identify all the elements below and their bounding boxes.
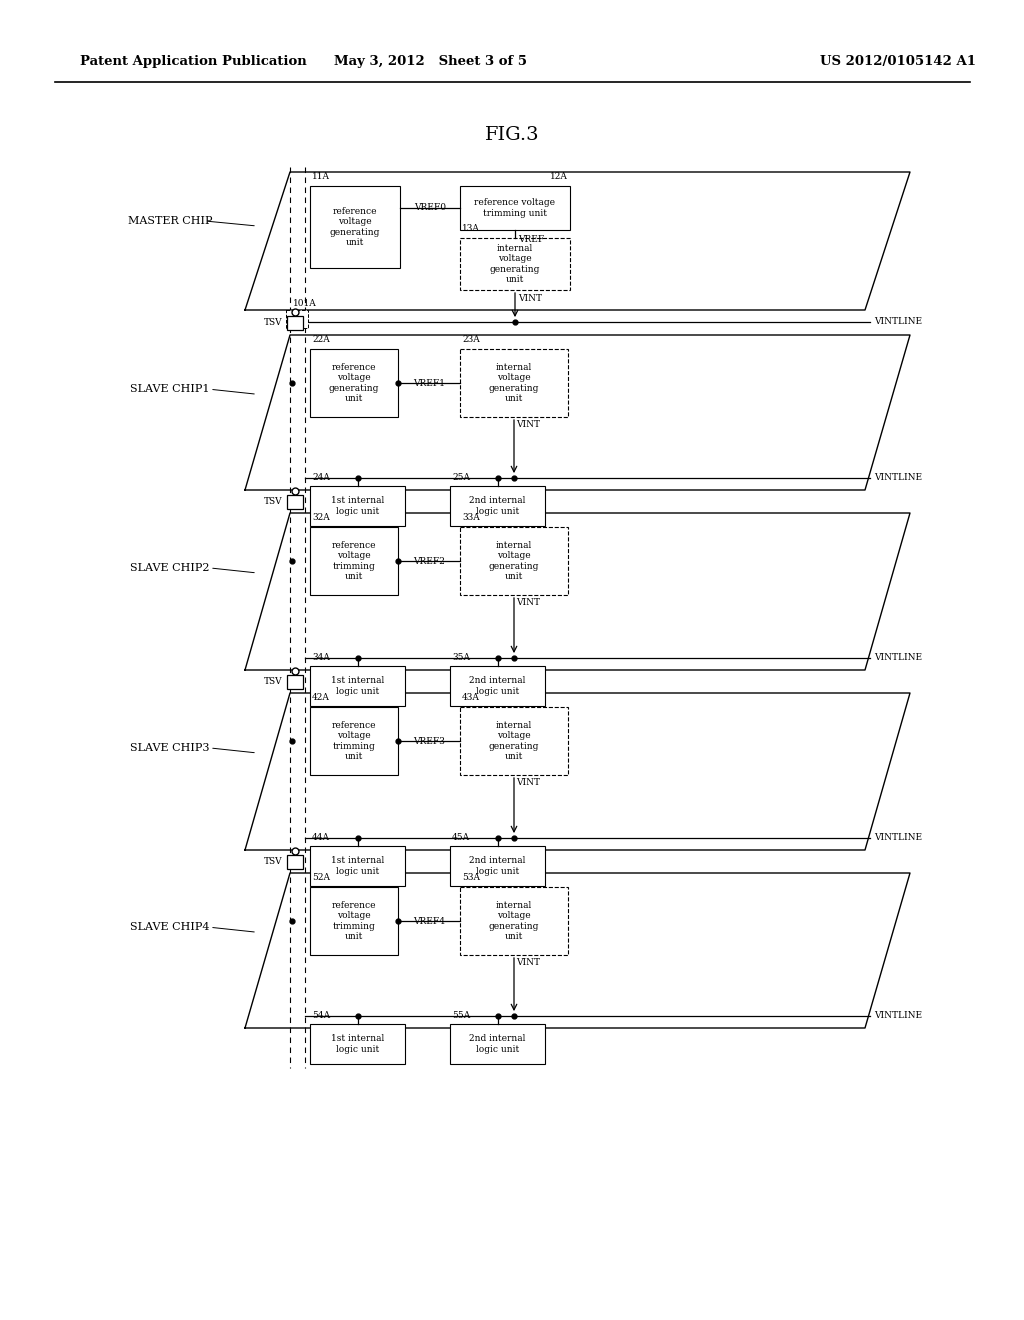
- Bar: [460, 348, 568, 417]
- Text: VINT: VINT: [516, 598, 540, 607]
- Bar: [460, 527, 568, 595]
- Text: May 3, 2012   Sheet 3 of 5: May 3, 2012 Sheet 3 of 5: [334, 55, 526, 69]
- Text: 32A: 32A: [312, 513, 330, 521]
- Text: TSV: TSV: [263, 857, 282, 866]
- Text: reference
voltage
generating
unit: reference voltage generating unit: [330, 207, 380, 247]
- Text: 2nd internal
logic unit: 2nd internal logic unit: [469, 496, 525, 516]
- Bar: [460, 238, 570, 290]
- Text: TSV: TSV: [263, 677, 282, 686]
- Bar: [310, 486, 406, 525]
- Bar: [450, 846, 545, 886]
- Text: 52A: 52A: [312, 873, 330, 882]
- Bar: [287, 315, 303, 330]
- Bar: [460, 708, 568, 775]
- Text: VINT: VINT: [516, 777, 540, 787]
- Text: 1st internal
logic unit: 1st internal logic unit: [331, 857, 384, 875]
- Text: 22A: 22A: [312, 335, 330, 345]
- Text: reference
voltage
generating
unit: reference voltage generating unit: [329, 363, 379, 403]
- Text: internal
voltage
generating
unit: internal voltage generating unit: [489, 244, 541, 284]
- Text: 24A: 24A: [312, 473, 330, 482]
- Bar: [287, 854, 303, 869]
- Text: reference
voltage
trimming
unit: reference voltage trimming unit: [332, 541, 376, 581]
- Text: VREF3: VREF3: [413, 737, 445, 746]
- Text: 25A: 25A: [452, 473, 470, 482]
- Text: VINTLINE: VINTLINE: [874, 1011, 923, 1020]
- Bar: [310, 887, 398, 954]
- Text: 11A: 11A: [312, 172, 330, 181]
- Text: 12A: 12A: [550, 172, 568, 181]
- Text: 35A: 35A: [452, 653, 470, 663]
- Bar: [460, 186, 570, 230]
- Text: 34A: 34A: [312, 653, 330, 663]
- Text: VINT: VINT: [518, 294, 542, 304]
- Text: SLAVE CHIP3: SLAVE CHIP3: [130, 743, 210, 752]
- Text: 2nd internal
logic unit: 2nd internal logic unit: [469, 676, 525, 696]
- Text: 23A: 23A: [462, 335, 480, 345]
- Text: Patent Application Publication: Patent Application Publication: [80, 55, 307, 69]
- Text: 33A: 33A: [462, 513, 480, 521]
- Bar: [310, 1024, 406, 1064]
- Bar: [310, 708, 398, 775]
- Bar: [310, 186, 400, 268]
- Bar: [310, 846, 406, 886]
- Bar: [450, 1024, 545, 1064]
- Text: 43A: 43A: [462, 693, 480, 702]
- Bar: [450, 486, 545, 525]
- Bar: [286, 310, 308, 327]
- Text: VINTLINE: VINTLINE: [874, 653, 923, 663]
- Text: TSV: TSV: [263, 318, 282, 327]
- Text: VREF0: VREF0: [414, 203, 446, 213]
- Text: US 2012/0105142 A1: US 2012/0105142 A1: [820, 55, 976, 69]
- Text: reference
voltage
trimming
unit: reference voltage trimming unit: [332, 900, 376, 941]
- Text: reference voltage
trimming unit: reference voltage trimming unit: [474, 198, 555, 218]
- Text: 1st internal
logic unit: 1st internal logic unit: [331, 1035, 384, 1053]
- Text: 53A: 53A: [462, 873, 480, 882]
- Bar: [450, 667, 545, 706]
- Text: 2nd internal
logic unit: 2nd internal logic unit: [469, 857, 525, 875]
- Text: SLAVE CHIP4: SLAVE CHIP4: [130, 923, 210, 932]
- Text: internal
voltage
generating
unit: internal voltage generating unit: [488, 541, 540, 581]
- Text: TSV: TSV: [263, 498, 282, 506]
- Text: VREF1: VREF1: [413, 379, 445, 388]
- Text: VINT: VINT: [516, 420, 540, 429]
- Text: internal
voltage
generating
unit: internal voltage generating unit: [488, 721, 540, 762]
- Text: VREF: VREF: [518, 235, 544, 244]
- Text: 13A: 13A: [462, 224, 480, 234]
- Text: 101A: 101A: [293, 300, 316, 308]
- Bar: [287, 495, 303, 508]
- Text: SLAVE CHIP1: SLAVE CHIP1: [130, 384, 210, 395]
- Text: 44A: 44A: [312, 833, 330, 842]
- Text: MASTER CHIP: MASTER CHIP: [128, 216, 212, 226]
- Text: 45A: 45A: [452, 833, 470, 842]
- Text: FIG.3: FIG.3: [484, 125, 540, 144]
- Text: 1st internal
logic unit: 1st internal logic unit: [331, 676, 384, 696]
- Text: 42A: 42A: [312, 693, 330, 702]
- Text: 54A: 54A: [312, 1011, 330, 1020]
- Text: VINTLINE: VINTLINE: [874, 474, 923, 483]
- Text: VREF4: VREF4: [413, 916, 445, 925]
- Text: 1st internal
logic unit: 1st internal logic unit: [331, 496, 384, 516]
- Text: internal
voltage
generating
unit: internal voltage generating unit: [488, 363, 540, 403]
- Text: reference
voltage
trimming
unit: reference voltage trimming unit: [332, 721, 376, 762]
- Text: internal
voltage
generating
unit: internal voltage generating unit: [488, 900, 540, 941]
- Bar: [310, 527, 398, 595]
- Text: 2nd internal
logic unit: 2nd internal logic unit: [469, 1035, 525, 1053]
- Bar: [310, 348, 398, 417]
- Bar: [460, 887, 568, 954]
- Text: VREF2: VREF2: [413, 557, 445, 565]
- Bar: [287, 675, 303, 689]
- Text: VINT: VINT: [516, 958, 540, 968]
- Text: VINTLINE: VINTLINE: [874, 318, 923, 326]
- Text: VINTLINE: VINTLINE: [874, 833, 923, 842]
- Text: 55A: 55A: [452, 1011, 470, 1020]
- Text: SLAVE CHIP2: SLAVE CHIP2: [130, 562, 210, 573]
- Bar: [310, 667, 406, 706]
